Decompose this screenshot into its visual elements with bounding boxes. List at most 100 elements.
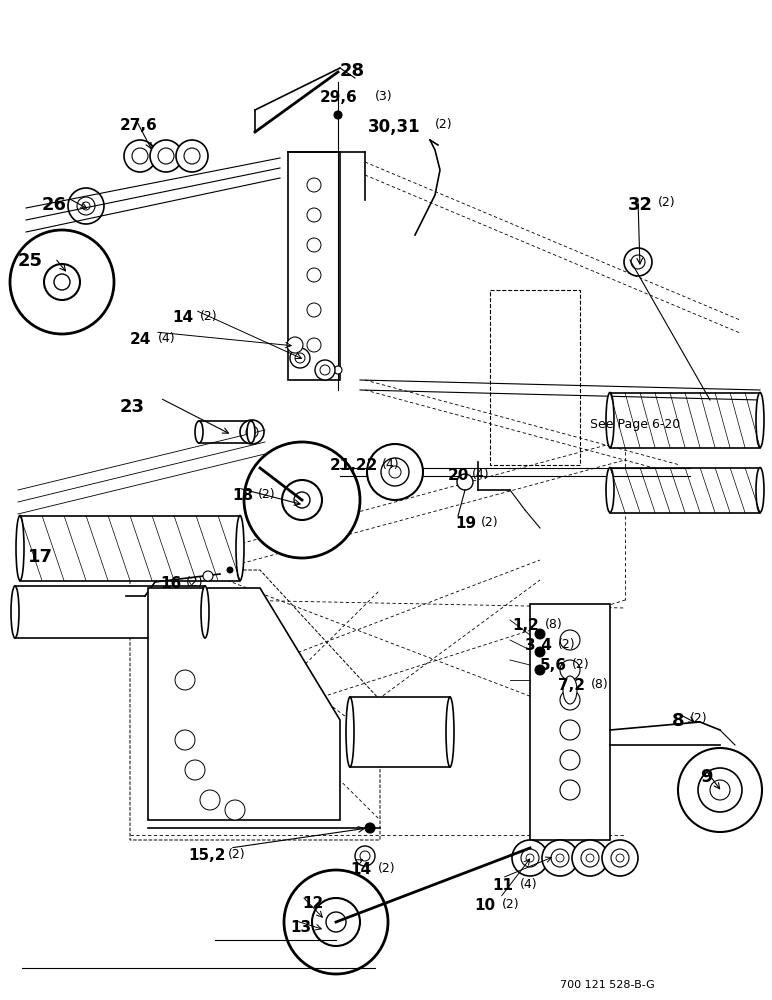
Text: 700 121 528-B-G: 700 121 528-B-G: [560, 980, 655, 990]
Circle shape: [307, 303, 321, 317]
Circle shape: [68, 188, 104, 224]
Bar: [610, 468, 760, 512]
Text: (4): (4): [158, 332, 175, 345]
Circle shape: [54, 274, 70, 290]
Circle shape: [367, 444, 423, 500]
Circle shape: [284, 870, 388, 974]
Circle shape: [616, 854, 624, 862]
Text: 28: 28: [340, 62, 365, 80]
Circle shape: [560, 720, 580, 740]
Circle shape: [185, 760, 205, 780]
Text: 20: 20: [448, 468, 469, 483]
Text: 26: 26: [42, 196, 67, 214]
Circle shape: [175, 670, 195, 690]
Ellipse shape: [16, 516, 24, 580]
Text: 24: 24: [130, 332, 151, 347]
Circle shape: [611, 849, 629, 867]
Circle shape: [365, 823, 375, 833]
Circle shape: [521, 849, 539, 867]
Circle shape: [203, 571, 213, 581]
Ellipse shape: [756, 392, 764, 448]
Circle shape: [82, 202, 90, 210]
Circle shape: [246, 426, 258, 438]
Circle shape: [240, 420, 264, 444]
Circle shape: [560, 690, 580, 710]
Circle shape: [360, 851, 370, 861]
Circle shape: [184, 148, 200, 164]
Circle shape: [581, 849, 599, 867]
Text: 16: 16: [160, 576, 181, 591]
Circle shape: [175, 730, 195, 750]
Circle shape: [132, 148, 148, 164]
Text: 19: 19: [455, 516, 476, 531]
Text: (2): (2): [435, 118, 452, 131]
Text: 30,31: 30,31: [368, 118, 421, 136]
Text: (4): (4): [520, 878, 537, 891]
Circle shape: [560, 630, 580, 650]
Circle shape: [556, 854, 564, 862]
Circle shape: [586, 854, 594, 862]
Text: (3): (3): [375, 90, 393, 103]
Circle shape: [389, 466, 401, 478]
Circle shape: [572, 840, 608, 876]
Circle shape: [320, 365, 330, 375]
Circle shape: [158, 148, 174, 164]
Text: 14: 14: [350, 862, 371, 877]
Text: (2): (2): [258, 488, 276, 501]
Circle shape: [334, 366, 342, 374]
Circle shape: [244, 442, 360, 558]
Text: 8: 8: [672, 712, 685, 730]
Text: (4): (4): [382, 458, 400, 471]
Circle shape: [77, 197, 95, 215]
Text: 25: 25: [18, 252, 43, 270]
Text: 1,2: 1,2: [512, 618, 539, 633]
Text: 12: 12: [302, 896, 323, 911]
Circle shape: [624, 248, 652, 276]
Bar: [15, 586, 205, 638]
Text: 5,6: 5,6: [540, 658, 567, 673]
Ellipse shape: [247, 421, 255, 443]
Text: 14: 14: [172, 310, 193, 325]
Circle shape: [307, 238, 321, 252]
Circle shape: [315, 360, 335, 380]
Circle shape: [312, 898, 360, 946]
Circle shape: [200, 790, 220, 810]
Circle shape: [124, 140, 156, 172]
Circle shape: [334, 111, 342, 119]
Circle shape: [355, 846, 375, 866]
Circle shape: [44, 264, 80, 300]
Text: (4): (4): [472, 468, 489, 481]
Circle shape: [176, 140, 208, 172]
Text: 7,2: 7,2: [558, 678, 585, 693]
Ellipse shape: [563, 676, 577, 704]
Circle shape: [227, 567, 233, 573]
Ellipse shape: [236, 516, 244, 580]
Text: 11: 11: [492, 878, 513, 893]
Bar: [288, 152, 340, 380]
Text: 18: 18: [232, 488, 253, 503]
Ellipse shape: [201, 586, 209, 638]
Circle shape: [535, 629, 545, 639]
Ellipse shape: [195, 421, 203, 443]
Text: (8): (8): [591, 678, 609, 691]
Circle shape: [710, 780, 730, 800]
Circle shape: [678, 748, 762, 832]
Bar: [530, 604, 610, 840]
Text: 21,22: 21,22: [330, 458, 378, 473]
Text: (2): (2): [658, 196, 676, 209]
Bar: [20, 516, 240, 580]
Bar: [490, 290, 580, 465]
Text: 3,4: 3,4: [525, 638, 552, 653]
Circle shape: [225, 800, 245, 820]
Circle shape: [526, 854, 534, 862]
Circle shape: [542, 840, 578, 876]
Text: 32: 32: [628, 196, 653, 214]
Circle shape: [457, 474, 473, 490]
Circle shape: [307, 178, 321, 192]
Circle shape: [150, 140, 182, 172]
Circle shape: [560, 750, 580, 770]
Circle shape: [307, 208, 321, 222]
Text: (2): (2): [186, 576, 204, 589]
Circle shape: [602, 840, 638, 876]
Circle shape: [698, 768, 742, 812]
